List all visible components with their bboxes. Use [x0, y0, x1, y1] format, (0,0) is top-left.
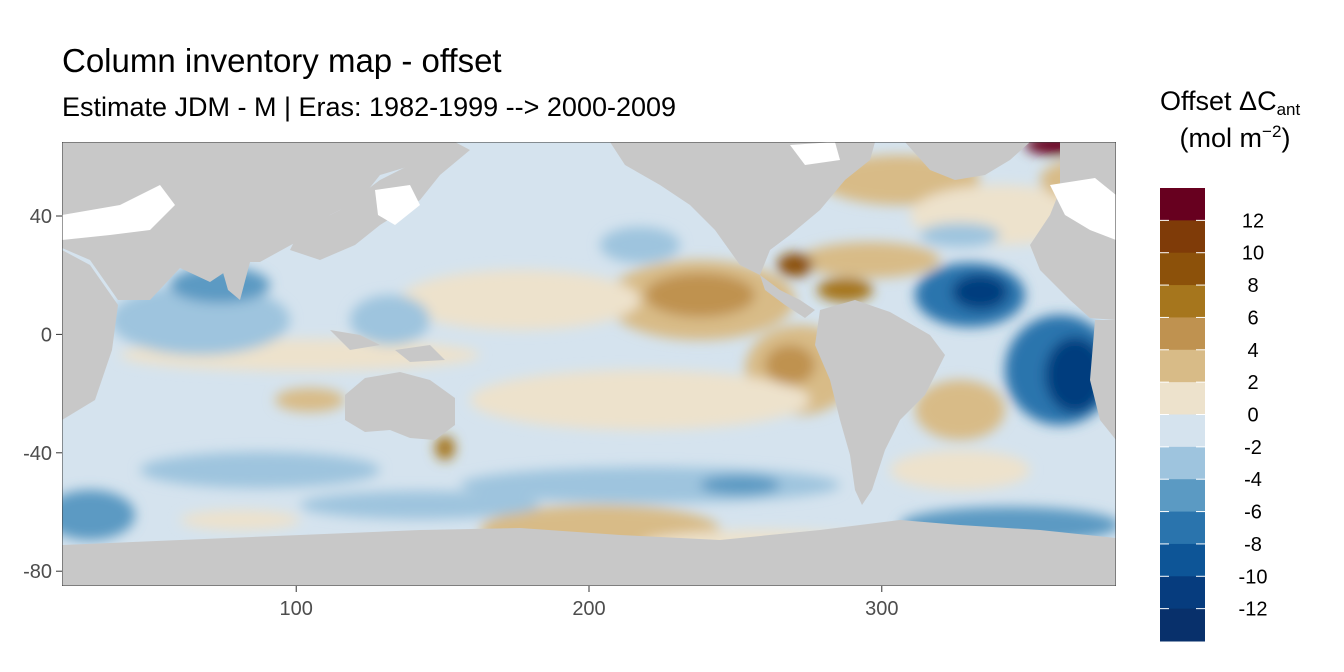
legend-swatch: [1160, 608, 1205, 642]
patch-cool: [350, 295, 430, 345]
no-data-region: [62, 185, 175, 240]
patch-warm: [915, 380, 1005, 440]
legend-swatch: [1160, 511, 1205, 545]
x-tick-label: 200: [572, 598, 605, 620]
legend-unit-prefix: (mol m: [1179, 123, 1263, 154]
patch-cool: [700, 475, 780, 495]
landmass-africa-east: [1090, 320, 1116, 440]
legend-label: -8: [1244, 534, 1262, 556]
legend-label: -10: [1239, 566, 1268, 588]
landmass-antarctica: [62, 520, 1116, 586]
x-tick-label: 300: [865, 598, 898, 620]
patch-cool: [600, 227, 680, 263]
legend-swatch: [1160, 446, 1205, 480]
legend-swatch: [1160, 285, 1205, 318]
landmass-north-america: [610, 142, 875, 275]
landmass-africa-eurasia: [62, 142, 455, 300]
patch-cool: [62, 490, 135, 540]
x-tick-label: 100: [280, 598, 313, 620]
landmass-central-america: [760, 275, 815, 318]
legend-swatch: [1160, 576, 1205, 610]
patch-warm: [180, 510, 300, 530]
patch-warm: [800, 242, 940, 278]
y-tick-label: 40: [30, 206, 52, 228]
legend-label: 10: [1242, 243, 1264, 265]
landmass-australia: [345, 372, 455, 440]
legend-swatch: [1160, 188, 1205, 221]
legend-label: -12: [1239, 599, 1268, 621]
legend-title-sub: ant: [1276, 100, 1301, 119]
legend-unit: (mol m−2): [1160, 121, 1310, 156]
y-tick-label: 0: [41, 324, 52, 346]
legend-title-main: Offset ΔC: [1160, 86, 1277, 116]
legend-label: -6: [1244, 502, 1262, 524]
chart-title: Column inventory map - offset: [62, 42, 502, 79]
landmass-india: [220, 262, 250, 300]
patch-warm: [765, 345, 815, 385]
patch-strong-pos: [435, 436, 455, 460]
patch-warm: [470, 370, 810, 430]
legend-swatch: [1160, 479, 1205, 513]
legend-label: 2: [1247, 372, 1258, 394]
patch-cool: [920, 223, 1000, 247]
legend-swatch: [1160, 349, 1205, 383]
no-data-region: [790, 142, 840, 165]
legend-colorbar: 12 10 8 6 4 2 0 -2 -4 -6 -8 -10 -12: [1160, 188, 1267, 642]
chart-subtitle: Estimate JDM - M | Eras: 1982-1999 --> 2…: [62, 92, 677, 122]
no-data-region: [1050, 178, 1116, 240]
patch-strong-pos: [817, 278, 873, 302]
legend-label: 6: [1247, 307, 1258, 329]
patch-strong-pos: [777, 253, 813, 277]
patch-warm: [645, 273, 755, 317]
map-panel: [62, 142, 1116, 586]
legend-swatch: [1160, 543, 1205, 577]
legend-unit-suffix: ): [1281, 123, 1291, 154]
legend-label: -2: [1244, 437, 1262, 459]
legend-unit-sup: −2: [1262, 122, 1282, 142]
legend-label: 8: [1247, 275, 1258, 297]
legend-swatch: [1160, 252, 1205, 286]
no-data: [62, 142, 1116, 240]
y-tick-label: -80: [23, 561, 52, 583]
patch-cool: [110, 285, 290, 355]
legend-label: -4: [1244, 469, 1262, 491]
landmass-greenland: [905, 142, 1030, 180]
patch-strong-neg: [1045, 337, 1105, 413]
landmass-islands: [330, 330, 380, 350]
land: [62, 142, 1116, 586]
legend-swatch: [1160, 382, 1205, 415]
landmass-islands: [395, 345, 445, 362]
y-tick-label: -40: [23, 443, 52, 465]
legend-label: 4: [1247, 340, 1258, 362]
y-axis: 40 0 -40 -80: [23, 206, 62, 583]
legend-swatch: [1160, 220, 1205, 254]
legend-swatch: [1160, 317, 1205, 351]
x-axis: 100 200 300: [280, 586, 898, 620]
legend-swatch: [1160, 414, 1205, 448]
legend-title: Offset ΔCant (mol m−2): [1160, 84, 1310, 156]
legend-label: 12: [1242, 210, 1264, 232]
patch-warm: [890, 450, 1030, 490]
patch-warm: [275, 388, 345, 412]
legend-label: 0: [1247, 405, 1258, 427]
landmass-south-america: [815, 300, 945, 505]
no-data-region: [375, 185, 420, 225]
patch-cool: [140, 452, 380, 488]
patch-strong-neg: [952, 274, 1008, 310]
patch-cool: [300, 491, 540, 519]
patch-warm: [400, 270, 640, 330]
landmass-africa-west: [62, 250, 118, 420]
